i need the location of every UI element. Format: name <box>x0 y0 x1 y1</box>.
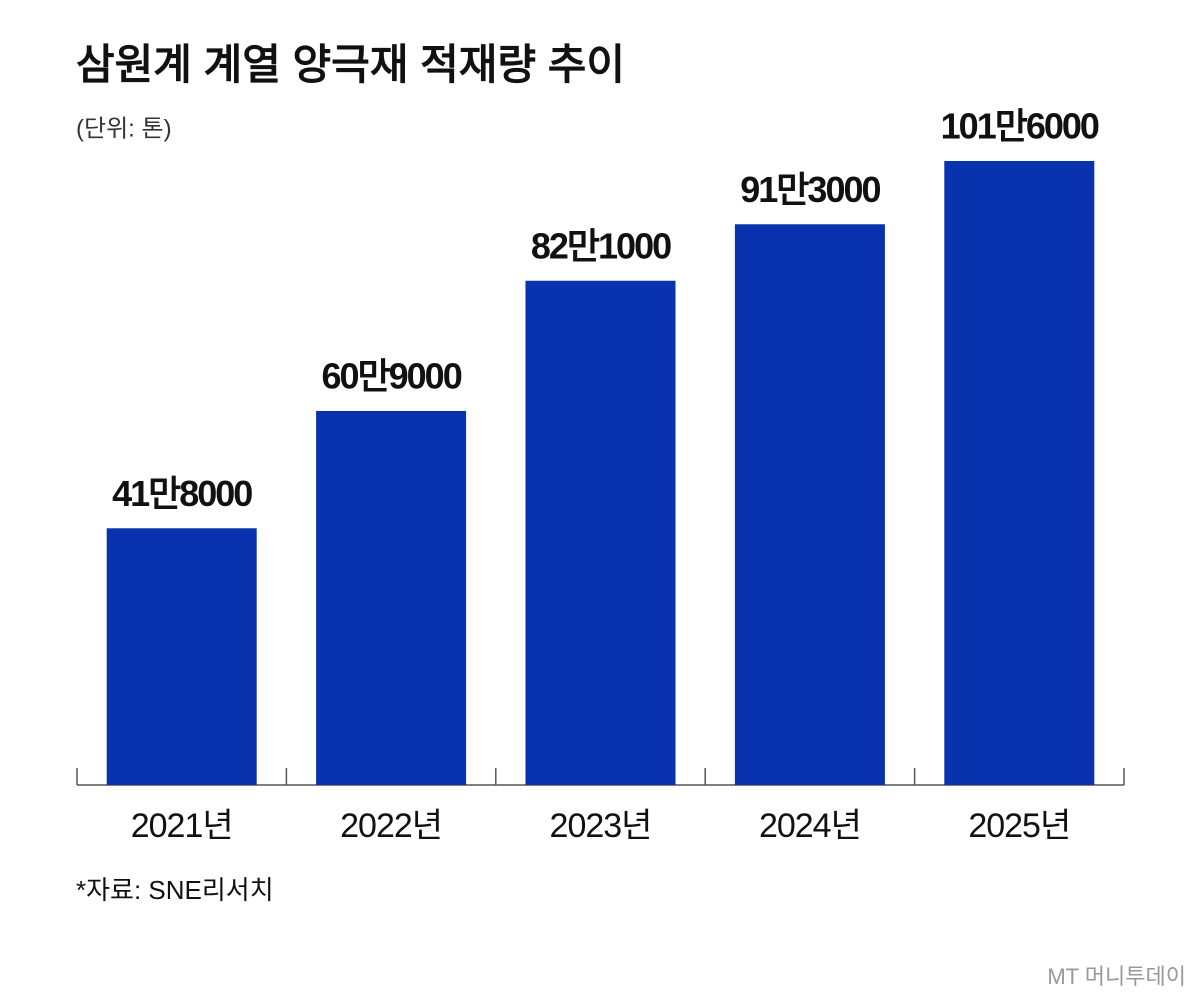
chart-title: 삼원계 계열 양극재 적재량 추이 <box>76 41 625 88</box>
source-note: *자료: SNE리서치 <box>76 875 274 905</box>
x-tick-label: 2023년 <box>550 807 652 845</box>
value-label: 60만9000 <box>321 355 461 396</box>
value-label: 41만8000 <box>112 473 252 514</box>
bar <box>316 410 467 785</box>
x-tick-label: 2025년 <box>968 807 1070 845</box>
bar <box>106 528 257 785</box>
x-tick-label: 2024년 <box>759 807 861 845</box>
x-tick-label: 2022년 <box>340 807 442 845</box>
x-tick-label: 2021년 <box>131 807 233 845</box>
unit-note: (단위: 톤) <box>76 115 172 142</box>
value-label: 82만1000 <box>531 225 671 266</box>
value-label: 91만3000 <box>740 169 880 210</box>
value-label: 101만6000 <box>941 106 1099 147</box>
watermark: MT 머니투데이 <box>1047 964 1186 989</box>
bar <box>525 280 676 785</box>
bar <box>734 224 885 786</box>
bar <box>944 161 1095 785</box>
